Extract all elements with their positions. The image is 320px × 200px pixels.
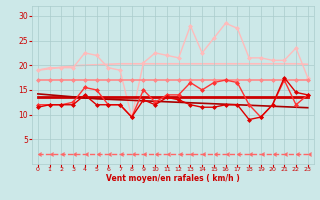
X-axis label: Vent moyen/en rafales ( km/h ): Vent moyen/en rafales ( km/h ) <box>106 174 240 183</box>
